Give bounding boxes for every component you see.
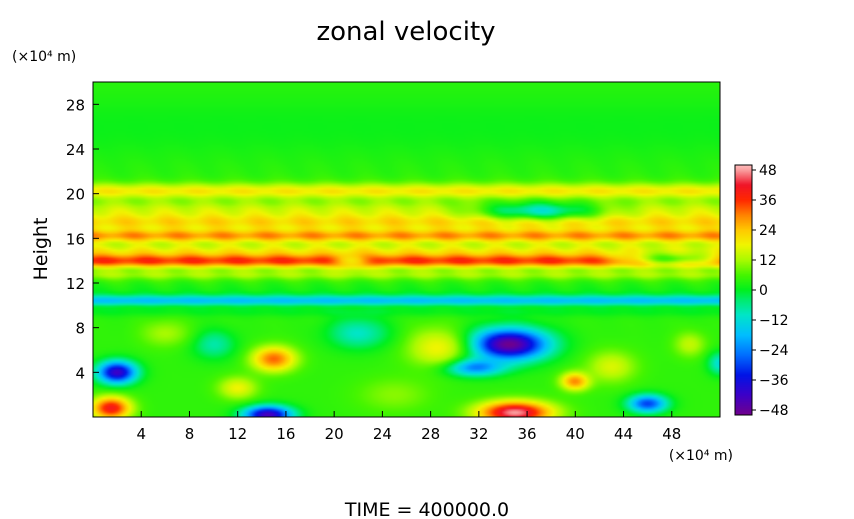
colorbar-tick-label: 48 [759,163,777,179]
y-tick-label: 8 [75,320,85,338]
x-tick-label: 36 [518,425,537,443]
colorbar: 48 36 24 12 0 −12 −24 −36 −48 [734,163,789,419]
x-tick-label: 12 [228,425,247,443]
colorbar-tick-label: 12 [759,253,777,269]
x-tick-label: 48 [662,425,681,443]
heatmap-field [93,82,720,417]
y-tick-label: 16 [66,230,85,248]
x-tick-label: 28 [421,425,440,443]
x-tick-label: 4 [136,425,146,443]
y-tick-label: 12 [66,275,85,293]
x-tick-label: 44 [614,425,633,443]
plot-frame [92,81,721,418]
colorbar-tick-label: −24 [759,343,789,359]
x-axis: 4 8 12 16 20 24 28 32 36 40 44 48 [136,411,681,443]
y-tick-label: 24 [66,141,85,159]
x-tick-label: 8 [185,425,195,443]
colorbar-ticks: 48 36 24 12 0 −12 −24 −36 −48 [752,163,789,419]
time-footer: TIME = 400000.0 [344,499,509,519]
colorbar-tick-label: −36 [759,373,789,389]
colorbar-tick-label: 24 [759,223,777,239]
colorbar-tick-label: −48 [759,403,789,419]
colorbar-tick-label: 36 [759,193,777,209]
x-axis-unit-label: (×10⁴ m) [669,448,733,464]
chart-title: zonal velocity [316,17,495,47]
x-tick-label: 20 [325,425,344,443]
y-tick-label: 4 [75,364,85,382]
colorbar-tick-label: 0 [759,283,768,299]
x-tick-label: 40 [566,425,585,443]
y-tick-label: 20 [66,186,85,204]
x-tick-label: 32 [469,425,488,443]
y-axis-label: Height [30,218,52,281]
x-tick-label: 24 [373,425,392,443]
colorbar-gradient [735,165,752,415]
x-tick-label: 16 [276,425,295,443]
colorbar-tick-label: −12 [759,313,789,329]
plot-area [92,81,721,418]
y-axis: 4 8 12 16 20 24 28 [66,96,99,382]
y-axis-unit-label: (×10⁴ m) [12,49,76,65]
y-tick-label: 28 [66,96,85,114]
